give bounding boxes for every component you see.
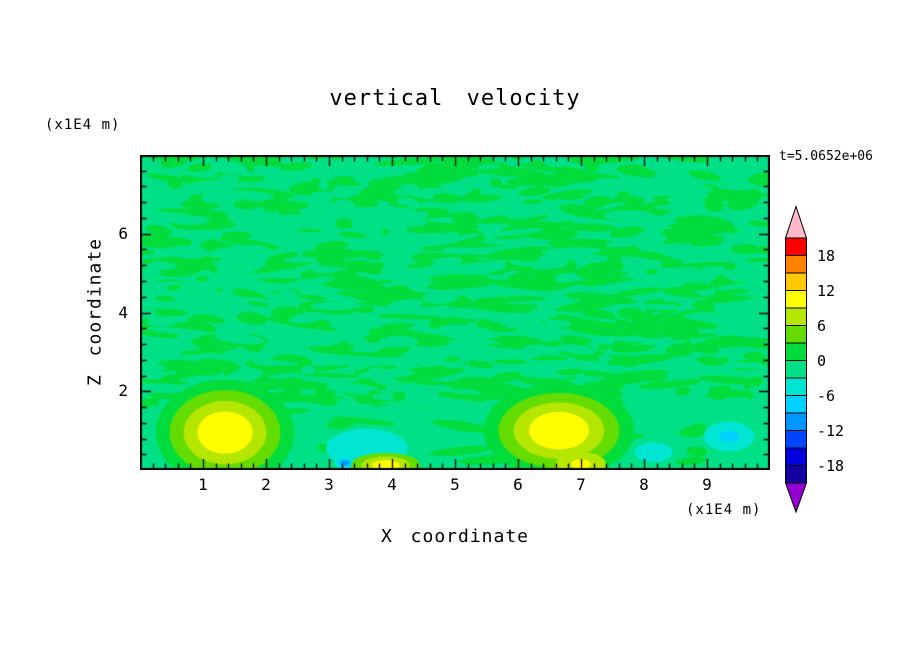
colorbar-segment (785, 255, 807, 274)
colorbar-segment (785, 430, 807, 449)
z-axis-units-label: (x1E4 m) (45, 117, 121, 133)
time-annotation: t=5.0652e+06 (779, 149, 873, 164)
colorbar-segment (785, 272, 807, 291)
z-axis-title: Z coordinate (84, 237, 106, 387)
colorbar-segment (785, 377, 807, 396)
contour-field-canvas (140, 155, 770, 470)
colorbar-tick-label: 12 (817, 281, 836, 300)
colorbar-segment (785, 447, 807, 466)
x-tick-label: 2 (261, 475, 271, 494)
colorbar-segment (785, 237, 807, 256)
colorbar-tick-label: -12 (817, 421, 845, 440)
colorbar-segment (785, 325, 807, 344)
x-tick-label: 3 (324, 475, 334, 494)
colorbar-tick-label: 6 (817, 316, 827, 335)
plot-area (140, 155, 770, 470)
colorbar-segment (785, 465, 807, 484)
x-tick-label: 9 (702, 475, 712, 494)
x-axis-title: X coordinate (380, 526, 530, 547)
colorbar-segment (785, 360, 807, 379)
chart-title: vertical velocity (329, 86, 581, 111)
x-axis-units-label: (x1E4 m) (686, 502, 762, 518)
x-tick-label: 6 (513, 475, 523, 494)
colorbar-tick-label: 18 (817, 246, 836, 265)
colorbar-over-arrow (784, 204, 808, 239)
colorbar-segment (785, 290, 807, 309)
colorbar-segment (785, 395, 807, 414)
colorbar-segment (785, 307, 807, 326)
x-tick-label: 5 (450, 475, 460, 494)
colorbar-under-arrow (784, 482, 808, 514)
colorbar-tick-label: -18 (817, 456, 845, 475)
colorbar-segment (785, 342, 807, 361)
x-tick-label: 8 (639, 475, 649, 494)
colorbar-tick-label: -6 (817, 386, 836, 405)
colorbar-tick-label: 0 (817, 351, 827, 370)
x-tick-label: 1 (198, 475, 208, 494)
colorbar-segment (785, 412, 807, 431)
x-tick-label: 4 (387, 475, 397, 494)
colorbar-scale (784, 204, 808, 514)
colorbar (783, 204, 809, 519)
x-tick-label: 7 (576, 475, 586, 494)
